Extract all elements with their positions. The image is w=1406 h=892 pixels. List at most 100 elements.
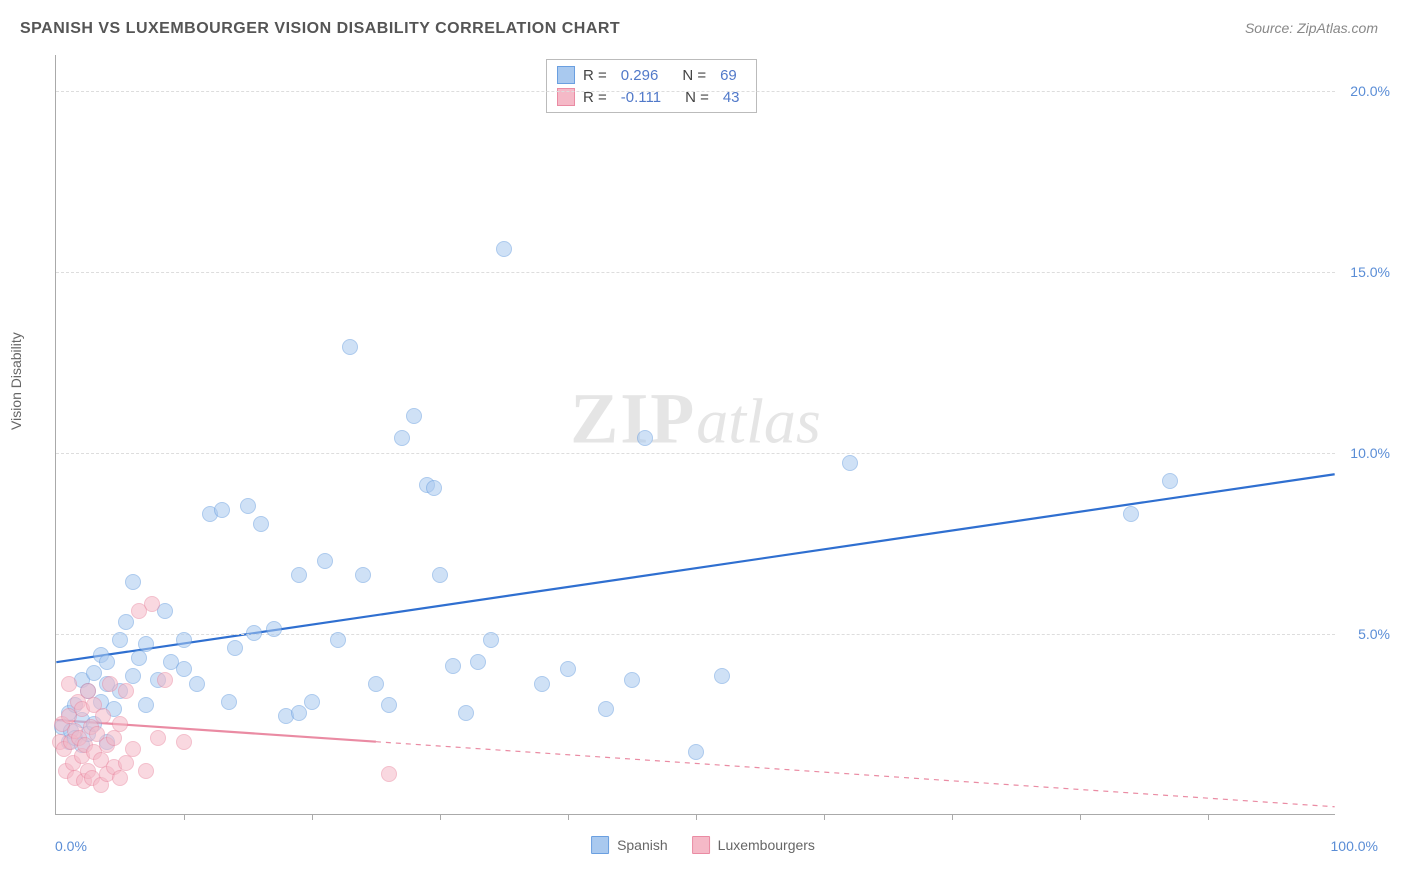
scatter-point [842,455,858,471]
scatter-point [534,676,550,692]
x-tick [824,814,825,820]
scatter-point [125,574,141,590]
y-axis-label: Vision Disability [8,332,24,430]
chart-title: SPANISH VS LUXEMBOURGER VISION DISABILIT… [20,20,620,38]
scatter-point [426,480,442,496]
scatter-point [246,625,262,641]
scatter-point [637,430,653,446]
scatter-point [95,708,111,724]
scatter-point [266,621,282,637]
legend-item-spanish: Spanish [591,836,668,854]
x-tick [312,814,313,820]
scatter-point [131,650,147,666]
scatter-point [598,701,614,717]
scatter-point [624,672,640,688]
scatter-point [112,770,128,786]
trend-lines [56,55,1335,814]
scatter-point [150,730,166,746]
scatter-point [1162,473,1178,489]
legend-swatch-luxembourgers [692,836,710,854]
x-axis-min-label: 0.0% [55,838,87,854]
scatter-point [112,716,128,732]
x-tick [952,814,953,820]
legend-swatch-spanish [591,836,609,854]
scatter-point [291,705,307,721]
scatter-point [176,632,192,648]
y-tick-label: 10.0% [1350,445,1390,461]
stats-n-value: 69 [720,67,737,84]
source-prefix: Source: [1245,20,1297,36]
scatter-point [470,654,486,670]
scatter-point [118,755,134,771]
stats-r-value: 0.296 [621,67,659,84]
x-tick [1080,814,1081,820]
scatter-point [99,654,115,670]
scatter-point [118,683,134,699]
legend-label-luxembourgers: Luxembourgers [718,837,815,853]
gridline [56,91,1335,92]
scatter-point [496,241,512,257]
scatter-point [118,614,134,630]
scatter-point [221,694,237,710]
scatter-point [368,676,384,692]
scatter-point [291,567,307,583]
x-axis-max-label: 100.0% [1331,838,1378,854]
scatter-point [714,668,730,684]
scatter-point [138,697,154,713]
scatter-point [176,734,192,750]
scatter-point [355,567,371,583]
x-tick [184,814,185,820]
scatter-point [138,763,154,779]
scatter-point [432,567,448,583]
scatter-point [381,697,397,713]
y-tick-label: 20.0% [1350,83,1390,99]
watermark-zip: ZIP [570,379,696,459]
x-tick [568,814,569,820]
scatter-point [157,672,173,688]
scatter-point [176,661,192,677]
scatter-point [304,694,320,710]
scatter-point [381,766,397,782]
scatter-point [560,661,576,677]
x-tick [440,814,441,820]
gridline [56,272,1335,273]
scatter-point [317,553,333,569]
scatter-point [106,730,122,746]
stats-row: R = 0.296 N = 69 [557,64,746,86]
stats-n-label: N = [682,67,706,84]
watermark: ZIPatlas [570,378,821,461]
y-tick-label: 5.0% [1358,626,1390,642]
x-tick [696,814,697,820]
source-value: ZipAtlas.com [1297,20,1378,36]
scatter-point [688,744,704,760]
scatter-point [394,430,410,446]
x-tick [1208,814,1209,820]
scatter-point [138,636,154,652]
stats-r-label: R = [583,67,607,84]
scatter-point [445,658,461,674]
watermark-atlas: atlas [696,386,820,457]
scatter-point [342,339,358,355]
y-tick-label: 15.0% [1350,264,1390,280]
plot-area: ZIPatlas R = 0.296 N = 69 R = -0.111N = 43… [55,55,1335,815]
scatter-point [406,408,422,424]
scatter-point [144,596,160,612]
scatter-point [483,632,499,648]
scatter-point [125,741,141,757]
scatter-point [214,502,230,518]
scatter-point [330,632,346,648]
scatter-point [253,516,269,532]
source-attribution: Source: ZipAtlas.com [1245,20,1378,36]
stats-swatch [557,66,575,84]
scatter-point [61,676,77,692]
gridline [56,453,1335,454]
legend-item-luxembourgers: Luxembourgers [692,836,815,854]
scatter-point [240,498,256,514]
scatter-point [458,705,474,721]
stats-row: R = -0.111N = 43 [557,86,746,108]
stats-legend-box: R = 0.296 N = 69 R = -0.111N = 43 [546,59,757,113]
bottom-legend: Spanish Luxembourgers [591,836,815,854]
legend-label-spanish: Spanish [617,837,668,853]
scatter-point [227,640,243,656]
scatter-point [112,632,128,648]
